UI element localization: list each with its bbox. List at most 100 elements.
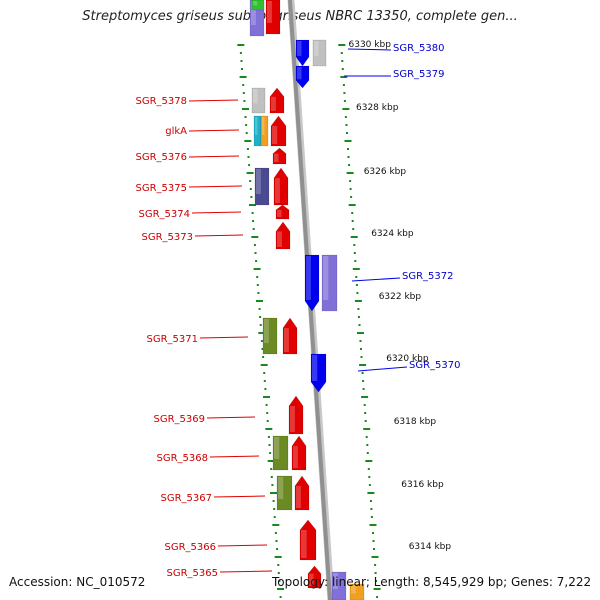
tick-mark-right [356, 292, 359, 294]
tick-mark-left [276, 548, 279, 550]
gene-label-forward[interactable]: SGR_5366 [165, 542, 217, 553]
gene-label-forward[interactable]: SGR_5369 [154, 414, 206, 425]
label-connector [194, 234, 244, 237]
tick-mark-left [242, 84, 245, 86]
forward-gene-arrow-highlight [301, 530, 307, 558]
tick-mark-left [256, 276, 259, 278]
gene-block-highlight [274, 437, 280, 459]
reverse-gene-arrow-highlight [306, 256, 311, 300]
tick-mark-left [277, 564, 280, 566]
forward-gene-arrow-highlight [296, 486, 301, 508]
gene-label-forward[interactable]: glkA [165, 126, 187, 137]
tick-mark-left [245, 132, 248, 134]
label-connector [213, 495, 266, 498]
tick-mark-left [242, 92, 245, 94]
tick-mark-left [257, 292, 260, 294]
forward-gene-arrow [307, 565, 322, 589]
kbp-label: 6318 kbp [394, 417, 437, 427]
forward-gene-arrow [269, 87, 285, 114]
tick-mark-left [239, 76, 247, 78]
gene-label-reverse[interactable]: SGR_5372 [402, 271, 454, 282]
gene-block-highlight [251, 1, 256, 25]
gene-block [331, 571, 347, 600]
tick-mark-right [363, 404, 366, 406]
tick-mark-right [342, 84, 345, 86]
gene-label-forward[interactable]: SGR_5368 [157, 453, 209, 464]
gene-block [312, 39, 327, 67]
gene-block-highlight [262, 117, 265, 135]
gene-label-forward[interactable]: SGR_5373 [142, 232, 194, 243]
tick-mark-left [253, 268, 261, 270]
reverse-gene-arrow-highlight [297, 41, 302, 56]
gene-labels: SGR_5378 glkA SGR_5376 SGR_5375 SGR_5374 SGR_… [136, 43, 461, 579]
tick-mark-right [355, 284, 358, 286]
label-connector [188, 129, 240, 132]
label-connector [188, 185, 243, 188]
tick-mark-left [259, 316, 262, 318]
gene-label-reverse[interactable]: SGR_5379 [393, 69, 445, 80]
tick-mark-right [372, 540, 375, 542]
tick-mark-right [347, 156, 350, 158]
gene-label-reverse[interactable]: SGR_5380 [393, 43, 445, 54]
tick-mark-right [343, 92, 346, 94]
tick-mark-right [366, 444, 369, 446]
forward-gene-arrow [270, 115, 287, 147]
tick-mark-left [260, 364, 268, 366]
tick-mark-left [249, 180, 252, 182]
reverse-gene-arrow [304, 254, 320, 312]
tick-mark-left [274, 532, 277, 534]
label-connector [347, 48, 392, 51]
gene-block [262, 317, 278, 355]
gene-label-reverse[interactable]: SGR_5370 [409, 360, 461, 371]
tick-mark-right [353, 252, 356, 254]
tick-mark-left [248, 164, 251, 166]
tick-mark-right [357, 316, 360, 318]
tick-mark-left [263, 380, 266, 382]
reverse-gene-arrow [310, 353, 327, 393]
tick-mark-left [263, 372, 266, 374]
forward-gene-arrow-highlight [277, 209, 282, 217]
tick-mark-left [273, 516, 276, 518]
tick-mark-left [270, 468, 273, 470]
tick-mark-left [269, 452, 272, 454]
forward-gene-arrow [272, 147, 287, 165]
tick-mark-right [357, 332, 364, 334]
forward-gene-arrow-highlight [293, 446, 298, 468]
tick-mark-right [364, 420, 367, 422]
gene-label-forward[interactable]: SGR_5374 [139, 209, 191, 220]
kbp-label: 6320 kbp [386, 354, 429, 364]
tick-mark-right [351, 220, 354, 222]
tick-mark-right [371, 556, 379, 558]
tick-mark-right [365, 436, 368, 438]
tick-mark-right [370, 516, 373, 518]
tick-mark-right [360, 356, 363, 358]
tick-mark-left [250, 196, 253, 198]
gene-block-highlight [256, 169, 261, 194]
tick-mark-left [240, 60, 243, 62]
tick-mark-left [270, 492, 277, 494]
gene-label-forward[interactable]: SGR_5367 [161, 493, 213, 504]
tick-mark-left [251, 236, 259, 238]
tick-mark-right [361, 396, 369, 398]
kbp-label: 6328 kbp [356, 103, 399, 113]
gene-label-forward[interactable]: SGR_5378 [136, 96, 188, 107]
tick-mark-right [360, 348, 362, 350]
tick-mark-right [374, 564, 377, 566]
tick-mark-left [253, 244, 256, 246]
tick-mark-right [369, 524, 377, 526]
tick-mark-left [256, 300, 263, 302]
label-connector [219, 570, 273, 573]
forward-gene-arrow [282, 317, 298, 355]
gene-label-forward[interactable]: SGR_5375 [136, 183, 188, 194]
forward-gene-arrow-highlight [277, 231, 282, 247]
reverse-gene-arrow [295, 65, 310, 89]
reverse-gene-arrow [295, 39, 310, 67]
gene-block [321, 254, 338, 312]
gene-label-forward[interactable]: SGR_5371 [147, 334, 199, 345]
tick-mark-left [267, 460, 275, 462]
gene-label-forward[interactable]: SGR_5376 [136, 152, 188, 163]
tick-mark-left [267, 436, 270, 438]
gene-label-forward[interactable]: SGR_5365 [167, 568, 219, 579]
gene-block-highlight [264, 319, 269, 343]
tick-mark-left [258, 308, 261, 310]
